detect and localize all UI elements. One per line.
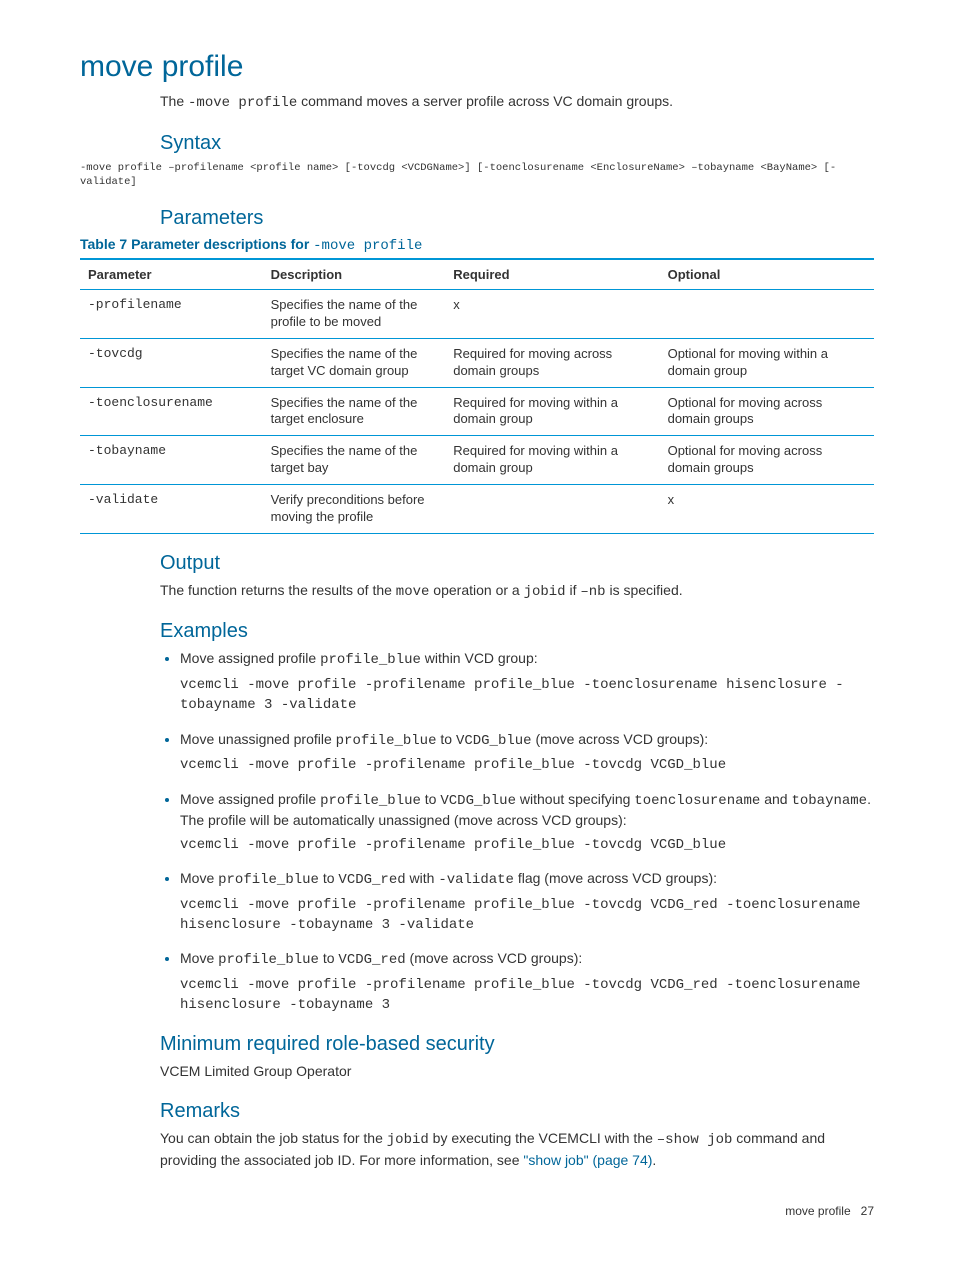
syntax-text: -move profile –profilename <profile name… — [80, 161, 874, 189]
example-description: Move profile_blue to VCDG_red (move acro… — [180, 949, 874, 971]
examples-heading: Examples — [160, 620, 874, 643]
table-cell — [445, 485, 659, 534]
list-item: Move assigned profile profile_blue to VC… — [180, 790, 874, 855]
output-t2: operation or a — [429, 582, 523, 598]
remarks-c1: jobid — [387, 1132, 429, 1148]
table-caption: Table 7 Parameter descriptions for -move… — [80, 236, 874, 254]
table-cell: Required for moving within a domain grou… — [445, 436, 659, 485]
table-row: -profilenameSpecifies the name of the pr… — [80, 289, 874, 338]
table-cell: -tovcdg — [80, 338, 263, 387]
table-cell: Verify preconditions before moving the p… — [263, 485, 446, 534]
table-row: -tovcdgSpecifies the name of the target … — [80, 338, 874, 387]
list-item: Move assigned profile profile_blue withi… — [180, 649, 874, 715]
footer-label: move profile — [785, 1204, 850, 1218]
footer-page-number: 27 — [861, 1204, 874, 1218]
example-command: vcemcli -move profile -profilename profi… — [180, 895, 874, 936]
table-cell: Specifies the name of the profile to be … — [263, 289, 446, 338]
table-cell: Specifies the name of the target enclosu… — [263, 387, 446, 436]
table-header-cell: Optional — [660, 259, 874, 290]
table-cell: -profilename — [80, 289, 263, 338]
parameters-table: ParameterDescriptionRequiredOptional -pr… — [80, 258, 874, 534]
page-footer: move profile 27 — [80, 1204, 874, 1218]
table-cell: Required for moving across domain groups — [445, 338, 659, 387]
table-header-cell: Parameter — [80, 259, 263, 290]
table-cell: -toenclosurename — [80, 387, 263, 436]
table-caption-bold: Table 7 Parameter descriptions for — [80, 236, 313, 252]
table-cell: Optional for moving within a domain grou… — [660, 338, 874, 387]
intro-text-pre: The — [160, 93, 188, 109]
security-heading: Minimum required role-based security — [160, 1033, 874, 1056]
output-t4: is specified. — [606, 582, 683, 598]
syntax-heading: Syntax — [160, 132, 874, 155]
table-cell: Specifies the name of the target VC doma… — [263, 338, 446, 387]
output-c1: move — [396, 584, 430, 600]
remarks-heading: Remarks — [160, 1100, 874, 1123]
table-cell: x — [660, 485, 874, 534]
table-header-cell: Description — [263, 259, 446, 290]
table-cell: Optional for moving across domain groups — [660, 387, 874, 436]
table-cell: Optional for moving across domain groups — [660, 436, 874, 485]
remarks-t4: . — [652, 1152, 656, 1168]
list-item: Move profile_blue to VCDG_red (move acro… — [180, 949, 874, 1015]
example-command: vcemcli -move profile -profilename profi… — [180, 675, 874, 716]
table-caption-mono: -move profile — [313, 238, 422, 254]
table-cell: -tobayname — [80, 436, 263, 485]
example-command: vcemcli -move profile -profilename profi… — [180, 755, 874, 775]
table-row: -validateVerify preconditions before mov… — [80, 485, 874, 534]
parameters-heading: Parameters — [160, 207, 874, 230]
intro-paragraph: The -move profile command moves a server… — [160, 92, 874, 114]
example-description: Move profile_blue to VCDG_red with -vali… — [180, 869, 874, 891]
table-row: -toenclosurenameSpecifies the name of th… — [80, 387, 874, 436]
page-title: move profile — [80, 50, 874, 84]
intro-command: -move profile — [188, 95, 297, 111]
remarks-t1: You can obtain the job status for the — [160, 1130, 387, 1146]
example-description: Move assigned profile profile_blue to VC… — [180, 790, 874, 831]
table-cell: Required for moving within a domain grou… — [445, 387, 659, 436]
table-cell: x — [445, 289, 659, 338]
table-header-cell: Required — [445, 259, 659, 290]
examples-list: Move assigned profile profile_blue withi… — [160, 649, 874, 1015]
remarks-link[interactable]: "show job" (page 74) — [523, 1152, 652, 1168]
output-text: The function returns the results of the … — [160, 581, 874, 603]
output-c3: –nb — [580, 584, 605, 600]
output-t1: The function returns the results of the — [160, 582, 396, 598]
example-command: vcemcli -move profile -profilename profi… — [180, 975, 874, 1016]
table-row: -tobaynameSpecifies the name of the targ… — [80, 436, 874, 485]
remarks-t2: by executing the VCEMCLI with the — [429, 1130, 657, 1146]
output-t3: if — [566, 582, 581, 598]
output-c2: jobid — [524, 584, 566, 600]
security-text: VCEM Limited Group Operator — [160, 1062, 874, 1082]
example-description: Move assigned profile profile_blue withi… — [180, 649, 874, 671]
list-item: Move profile_blue to VCDG_red with -vali… — [180, 869, 874, 935]
example-description: Move unassigned profile profile_blue to … — [180, 730, 874, 752]
table-cell — [660, 289, 874, 338]
remarks-text: You can obtain the job status for the jo… — [160, 1129, 874, 1170]
table-cell: -validate — [80, 485, 263, 534]
intro-text-post: command moves a server profile across VC… — [297, 93, 673, 109]
output-heading: Output — [160, 552, 874, 575]
remarks-c2: –show job — [657, 1132, 733, 1148]
list-item: Move unassigned profile profile_blue to … — [180, 730, 874, 776]
example-command: vcemcli -move profile -profilename profi… — [180, 835, 874, 855]
table-cell: Specifies the name of the target bay — [263, 436, 446, 485]
